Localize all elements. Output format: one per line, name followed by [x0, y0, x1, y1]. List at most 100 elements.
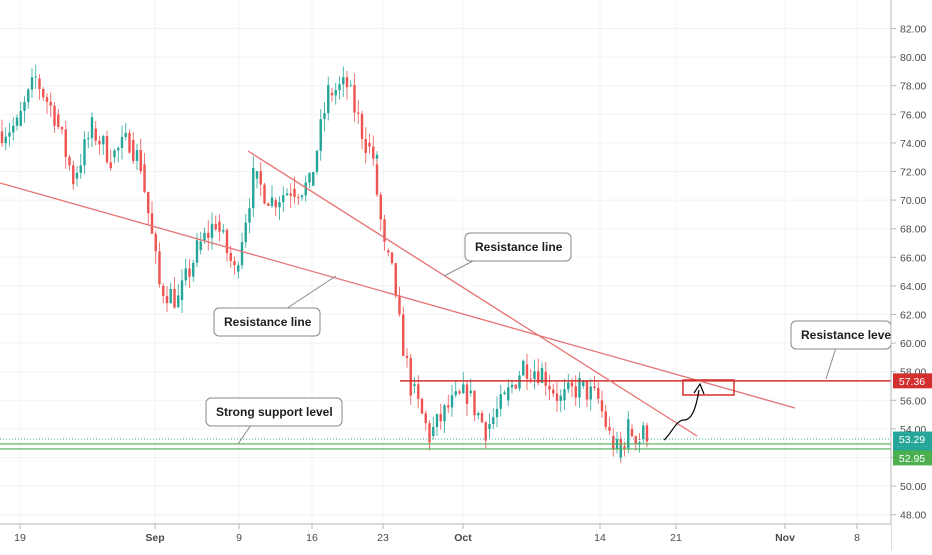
candle-body: [634, 436, 637, 445]
candle-body: [563, 389, 566, 401]
candle-body: [612, 436, 615, 450]
candle-body: [27, 89, 30, 103]
price-tag-label: 53.29: [899, 434, 925, 446]
candle-body: [60, 126, 64, 130]
candle-body: [0, 131, 4, 144]
x-tick-label: Nov: [775, 532, 795, 544]
price-tag-bg: [893, 431, 932, 447]
candle-body: [424, 413, 427, 424]
projection-arrow: [663, 389, 700, 441]
candle-body: [458, 391, 461, 394]
candle-body: [203, 232, 206, 242]
candle-body: [30, 77, 34, 90]
candle-body: [173, 288, 176, 308]
candle-body: [98, 140, 101, 145]
y-tick-label: 70.00: [900, 195, 926, 207]
candle-body: [267, 203, 270, 206]
candle-body: [128, 132, 131, 153]
candle-body: [555, 393, 559, 401]
candle-body: [409, 357, 412, 396]
candle-body: [499, 394, 502, 409]
resistance-trendline-steep: [247, 150, 698, 437]
arrow-head-icon: [693, 382, 705, 395]
candle-body: [619, 446, 622, 458]
candle-body: [368, 142, 371, 147]
callout-text: Resistance line: [224, 315, 312, 329]
candle-body: [462, 384, 465, 394]
candle-body: [597, 388, 600, 399]
candle-body: [484, 422, 487, 441]
candle-body: [308, 173, 311, 183]
x-tick-label: 14: [594, 532, 606, 544]
candle-body: [68, 156, 71, 166]
candle-body: [488, 424, 491, 429]
candle-body: [364, 139, 367, 154]
candle-body: [578, 377, 581, 398]
candle-body: [353, 84, 356, 113]
candle-body: [574, 386, 577, 398]
candle-body: [83, 139, 86, 166]
candle-body: [537, 371, 540, 383]
y-axis: 48.0050.0052.0054.0056.0058.0060.0062.00…: [891, 24, 926, 522]
x-tick-label: Sep: [145, 532, 164, 544]
candle-body: [132, 140, 135, 161]
candle-body: [510, 384, 514, 388]
candle-body: [390, 252, 394, 264]
candle-body: [8, 132, 11, 137]
y-tick-label: 68.00: [900, 224, 926, 236]
candle-body: [638, 442, 641, 445]
candle-body: [177, 295, 180, 308]
x-tick-label: 16: [306, 532, 318, 544]
candle-body: [192, 262, 195, 277]
candle-body: [420, 398, 424, 414]
callout-text: Strong support level: [216, 405, 333, 419]
drawings: [0, 150, 796, 441]
candle-body: [289, 193, 292, 196]
candle-body: [417, 384, 420, 399]
candle-body: [143, 164, 146, 192]
candle-body: [589, 386, 592, 400]
y-tick-label: 50.00: [900, 481, 926, 493]
y-tick-label: 62.00: [900, 310, 926, 322]
candles: [0, 64, 649, 464]
target-box: [682, 379, 735, 396]
candle-body: [158, 251, 161, 285]
candle-body: [49, 101, 52, 106]
x-tick-label: 9: [236, 532, 242, 544]
y-tick-label: 56.00: [900, 395, 926, 407]
candle-body: [285, 193, 289, 196]
candle-body: [23, 102, 26, 111]
candle-body: [469, 390, 472, 394]
candle-body: [334, 90, 337, 96]
callout-box: [464, 232, 572, 262]
candle-body: [207, 232, 210, 238]
candle-body: [199, 241, 202, 251]
horizontal-levels: [0, 380, 891, 450]
candle-body: [600, 400, 604, 412]
candle-body: [184, 268, 187, 281]
candle-body: [312, 171, 315, 186]
candle-body: [544, 371, 547, 386]
y-tick-label: 60.00: [900, 338, 926, 350]
callout-text: Resistance line: [475, 240, 563, 254]
candle-body: [248, 208, 251, 223]
candle-body: [357, 112, 360, 114]
candle-body: [270, 197, 274, 206]
candle-body: [222, 230, 225, 232]
candle-body: [169, 288, 172, 304]
candle-body: [304, 182, 307, 196]
candle-body: [15, 117, 19, 126]
candle-body: [559, 395, 562, 401]
candle-body: [327, 85, 330, 114]
candle-body: [282, 195, 285, 203]
candle-body: [210, 223, 214, 238]
candle-body: [338, 84, 341, 91]
candle-body: [180, 280, 184, 301]
candle-body: [375, 154, 379, 159]
candle-body: [319, 119, 322, 151]
y-tick-label: 82.00: [900, 24, 926, 36]
candle-body: [297, 197, 300, 198]
x-tick-label: 19: [14, 532, 26, 544]
